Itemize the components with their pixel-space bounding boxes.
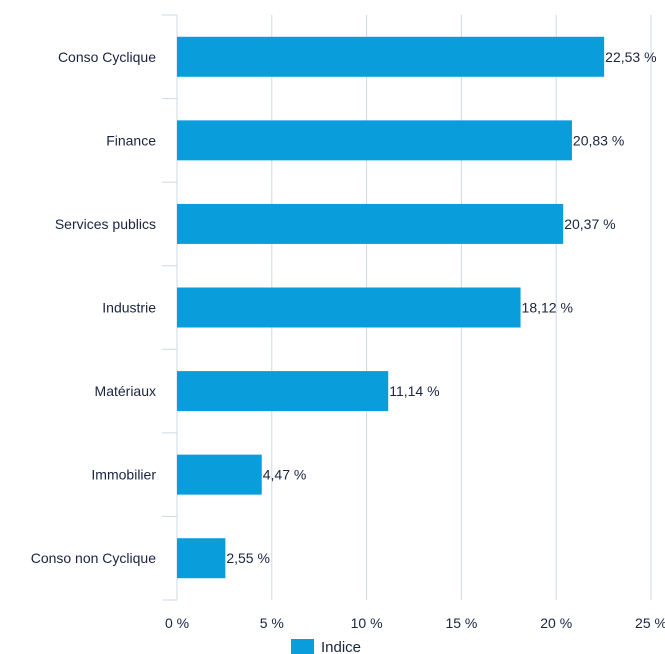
x-tick-label: 25 % bbox=[635, 615, 665, 631]
bar bbox=[177, 538, 226, 579]
x-tick-label: 15 % bbox=[445, 615, 477, 631]
category-label: Matériaux bbox=[95, 383, 156, 399]
data-label: 11,14 % bbox=[389, 383, 439, 399]
category-label: Immobilier bbox=[91, 467, 156, 483]
bar bbox=[177, 287, 521, 328]
category-label: Conso Cyclique bbox=[58, 49, 156, 65]
data-label: 2,55 % bbox=[226, 550, 270, 566]
labels: Conso Cyclique 22,53 % Finance 20,83 % Servi… bbox=[31, 49, 665, 631]
bars bbox=[177, 36, 605, 579]
data-label: 4,47 % bbox=[263, 467, 307, 483]
data-label: 18,12 % bbox=[522, 300, 573, 316]
bar bbox=[177, 36, 605, 77]
x-tick-label: 20 % bbox=[540, 615, 572, 631]
bar bbox=[177, 120, 572, 161]
category-label: Services publics bbox=[55, 216, 156, 232]
category-label: Conso non Cyclique bbox=[31, 550, 157, 566]
data-label: 20,83 % bbox=[573, 132, 624, 148]
legend-label-indice: Indice bbox=[321, 639, 361, 654]
bar bbox=[177, 454, 262, 495]
bar bbox=[177, 371, 389, 412]
bar bbox=[177, 203, 564, 244]
legend: Indice bbox=[291, 639, 361, 654]
x-tick-label: 5 % bbox=[260, 615, 284, 631]
data-label: 20,37 % bbox=[564, 216, 615, 232]
data-label: 22,53 % bbox=[605, 49, 656, 65]
x-tick-label: 0 % bbox=[165, 615, 189, 631]
x-tick-label: 10 % bbox=[351, 615, 383, 631]
category-label: Industrie bbox=[102, 300, 156, 316]
category-label: Finance bbox=[106, 132, 156, 148]
legend-swatch-indice bbox=[291, 639, 314, 654]
